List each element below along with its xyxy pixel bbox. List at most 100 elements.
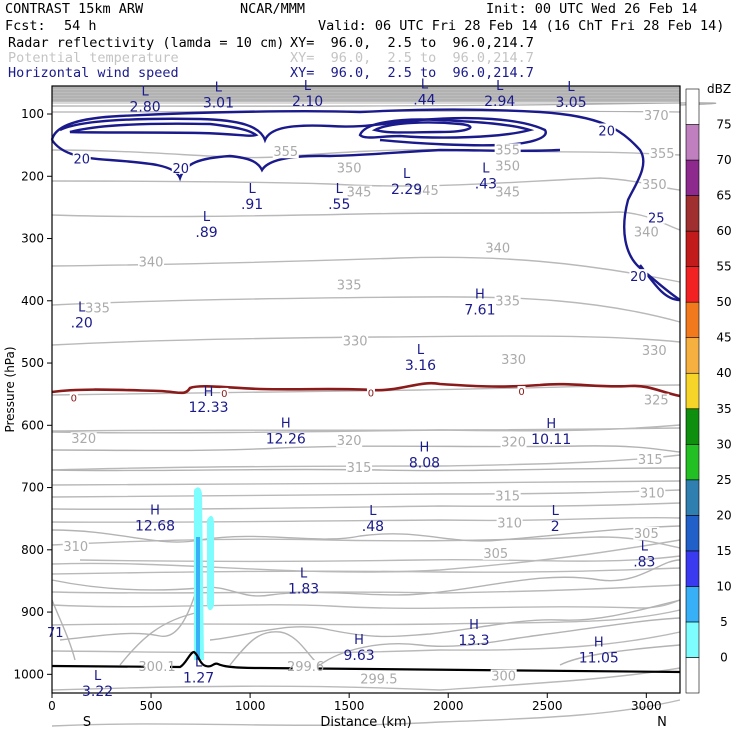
- extremum-marker: L: [203, 210, 211, 225]
- theta-contour-label: 370: [644, 109, 669, 124]
- wind-label-bg: [72, 151, 91, 165]
- x-tick-label: 500: [140, 699, 163, 713]
- theta-label-bg: [637, 452, 664, 466]
- theta-contour-label: 300: [491, 669, 516, 684]
- extremum-value: 8.08: [409, 456, 440, 472]
- theta-contour-label: 325: [644, 394, 669, 409]
- x-tick-label: 2000: [433, 699, 464, 713]
- wind-contour-label: 20: [73, 152, 90, 167]
- wind-contour-label: 20: [172, 162, 189, 177]
- theta-label-bg: [84, 301, 111, 315]
- extremum-value: 2.94: [484, 94, 515, 110]
- theta-contour-label: 320: [501, 435, 526, 450]
- theta-contour-label: 315: [638, 453, 663, 468]
- x-tick-label: 1000: [235, 699, 266, 713]
- freezing-level-label: 0: [221, 389, 227, 400]
- wind-contours: [50, 108, 681, 302]
- theta-contour-label: 310: [640, 486, 665, 501]
- theta-label-bg: [643, 393, 670, 407]
- theta-contour-label: 305: [483, 547, 508, 562]
- theta-contour-label: 345: [414, 184, 439, 199]
- theta-label-bg: [482, 546, 509, 560]
- extremum-value: 7.61: [464, 302, 495, 318]
- reflectivity-fill: [194, 487, 214, 660]
- theta-contour-label: 315: [495, 490, 520, 505]
- colorbar-swatch: [685, 124, 700, 161]
- theta-label-bg: [138, 255, 165, 269]
- theta-label-bg: [413, 183, 440, 197]
- theta-contour-label: 310: [497, 516, 522, 531]
- theta-contour-label: 330: [642, 344, 667, 359]
- theta-label-bg: [494, 143, 521, 157]
- extremum-marker: L: [552, 504, 560, 519]
- y-tick-label: 200: [21, 169, 44, 183]
- theta-contour-label: 355: [273, 145, 298, 160]
- fcst-value: 54 h: [64, 18, 97, 34]
- wind-contour-label: 25: [648, 212, 665, 227]
- lower-theta-contours: [51, 445, 681, 666]
- theta-label-bg: [633, 225, 660, 239]
- colorbar-swatch: [685, 337, 700, 374]
- theta-contour-label: 355: [495, 143, 520, 158]
- extremum-value: 12.26: [266, 431, 306, 447]
- y-tick-label: 300: [21, 232, 44, 246]
- valid-time: Valid: 06 UTC Fri 28 Feb 14 (16 ChT Fri …: [318, 18, 725, 34]
- y-axis-label: Pressure (hPa): [3, 346, 17, 432]
- theta-label-bg: [649, 147, 676, 161]
- wind-contour-label: 20: [630, 270, 647, 285]
- theta-contour-label: 340: [485, 242, 510, 257]
- theta-label-bg: [143, 660, 170, 674]
- colorbar-level-label: 65: [716, 189, 731, 203]
- theta-label-bg: [346, 185, 373, 199]
- x-tick-label: 3000: [631, 699, 662, 713]
- theta-label-bg: [62, 539, 89, 553]
- theta-label-bg: [336, 278, 363, 292]
- theta-label-bg: [70, 432, 97, 446]
- extremum-marker: H: [469, 618, 479, 633]
- theta-label-bg: [494, 159, 521, 173]
- theta-label-bg: [643, 109, 670, 123]
- colorbar-level-label: 10: [716, 579, 731, 593]
- theta-contour-label: 350: [642, 178, 667, 193]
- extremum-value: 10.11: [531, 432, 571, 448]
- extremum-marker: L: [496, 79, 504, 94]
- theta-label-bg: [292, 660, 319, 674]
- edge-value: 71: [47, 626, 64, 641]
- extremum-marker: L: [421, 78, 429, 93]
- extremum-marker: L: [369, 504, 377, 519]
- colorbar-level-label: 30: [716, 437, 731, 451]
- colorbar-swatch: [685, 230, 700, 267]
- wind-label-bg: [171, 160, 190, 174]
- colorbar-swatch: [685, 372, 700, 410]
- wind-contour-label: 20: [598, 124, 615, 139]
- theta-contour-label: 350: [337, 161, 362, 176]
- init-time: Init: 00 UTC Wed 26 Feb 14: [486, 1, 698, 17]
- theta-label-bg: [633, 526, 660, 540]
- freezing-level-label: 0: [71, 393, 77, 404]
- extremum-value: 2.10: [292, 94, 323, 110]
- south-end-label: S: [83, 715, 91, 730]
- extremum-marker: H: [204, 385, 214, 400]
- colorbar-swatch: [685, 621, 700, 658]
- theta-label-bg: [500, 435, 527, 449]
- colorbar-level-label: 55: [716, 260, 731, 274]
- y-tick-label: 400: [21, 294, 44, 308]
- colorbar-level-label: 60: [716, 224, 731, 238]
- extremum-value: 2.80: [130, 99, 161, 115]
- colorbar-swatch: [685, 550, 700, 587]
- field-xy-reflectivity: XY= 96.0, 2.5 to 96.0,214.7: [290, 35, 534, 51]
- theta-contour-label: 320: [337, 434, 362, 449]
- extremum-value: 13.3: [458, 633, 489, 649]
- colorbar-level-label: 45: [716, 331, 731, 345]
- extremum-marker: L: [336, 182, 344, 197]
- extremum-marker: L: [248, 182, 256, 197]
- colorbar-swatch: [685, 657, 700, 694]
- extremum-value: 1.27: [183, 670, 214, 686]
- theta-label-bg: [490, 669, 517, 683]
- colorbar-swatch: [685, 88, 700, 125]
- extremum-marker: L: [641, 540, 649, 555]
- colorbar-level-label: 20: [716, 508, 731, 522]
- theta-label-bg: [494, 185, 521, 199]
- field-xy-wind: XY= 96.0, 2.5 to 96.0,214.7: [290, 65, 534, 81]
